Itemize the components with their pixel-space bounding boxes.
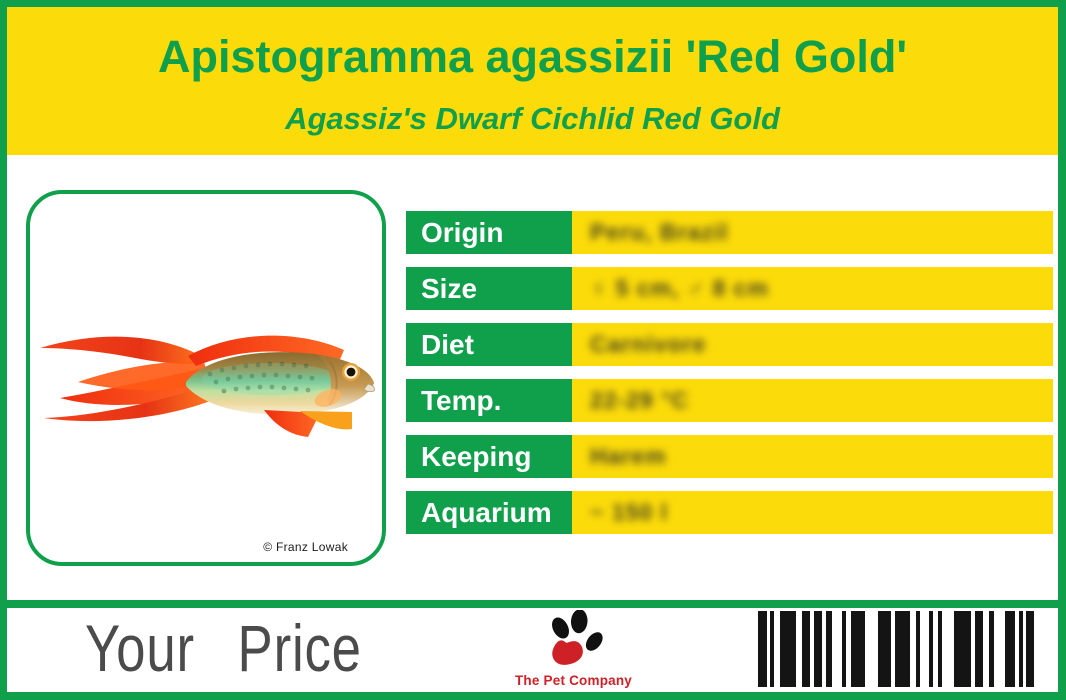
- footer: Your Price The Pet Company: [7, 608, 1058, 692]
- table-row: Size ♀ 5 cm, ♂ 8 cm: [406, 267, 1053, 310]
- row-label-origin: Origin: [406, 211, 572, 254]
- table-row: Temp. 22-29 °C: [406, 379, 1053, 422]
- row-value-temp: 22-29 °C: [572, 379, 1053, 422]
- species-title: Apistogramma agassizii 'Red Gold': [157, 31, 908, 82]
- table-row: Keeping Harem: [406, 435, 1053, 478]
- common-name-subtitle: Agassiz's Dwarf Cichlid Red Gold: [285, 101, 780, 136]
- row-value-aquarium: ~ 150 l: [572, 491, 1053, 534]
- price-label: Your Price: [85, 611, 362, 685]
- header: Apistogramma agassizii 'Red Gold' Agassi…: [7, 7, 1058, 155]
- row-label-diet: Diet: [406, 323, 572, 366]
- info-table: Origin Peru, Brazil Size ♀ 5 cm, ♂ 8 cm …: [406, 211, 1053, 547]
- row-value-origin: Peru, Brazil: [572, 211, 1053, 254]
- row-label-keeping: Keeping: [406, 435, 572, 478]
- fish-photo-frame: © Franz Lowak: [26, 190, 386, 566]
- row-label-aquarium: Aquarium: [406, 491, 572, 534]
- paw-icon: [552, 610, 603, 665]
- brand-name: The Pet Company: [514, 673, 633, 688]
- photo-credit: © Franz Lowak: [263, 540, 348, 554]
- table-row: Diet Carnivore: [406, 323, 1053, 366]
- row-value-keeping: Harem: [572, 435, 1053, 478]
- main-area: © Franz Lowak Origin Peru, Brazil Size ♀…: [7, 155, 1058, 600]
- row-value-size: ♀ 5 cm, ♂ 8 cm: [572, 267, 1053, 310]
- row-label-size: Size: [406, 267, 572, 310]
- table-row: Aquarium ~ 150 l: [406, 491, 1053, 534]
- brand-logo: The Pet Company: [496, 608, 651, 692]
- fish-image: [40, 335, 375, 437]
- row-value-diet: Carnivore: [572, 323, 1053, 366]
- barcode: [758, 611, 1036, 687]
- row-label-temp: Temp.: [406, 379, 572, 422]
- table-row: Origin Peru, Brazil: [406, 211, 1053, 254]
